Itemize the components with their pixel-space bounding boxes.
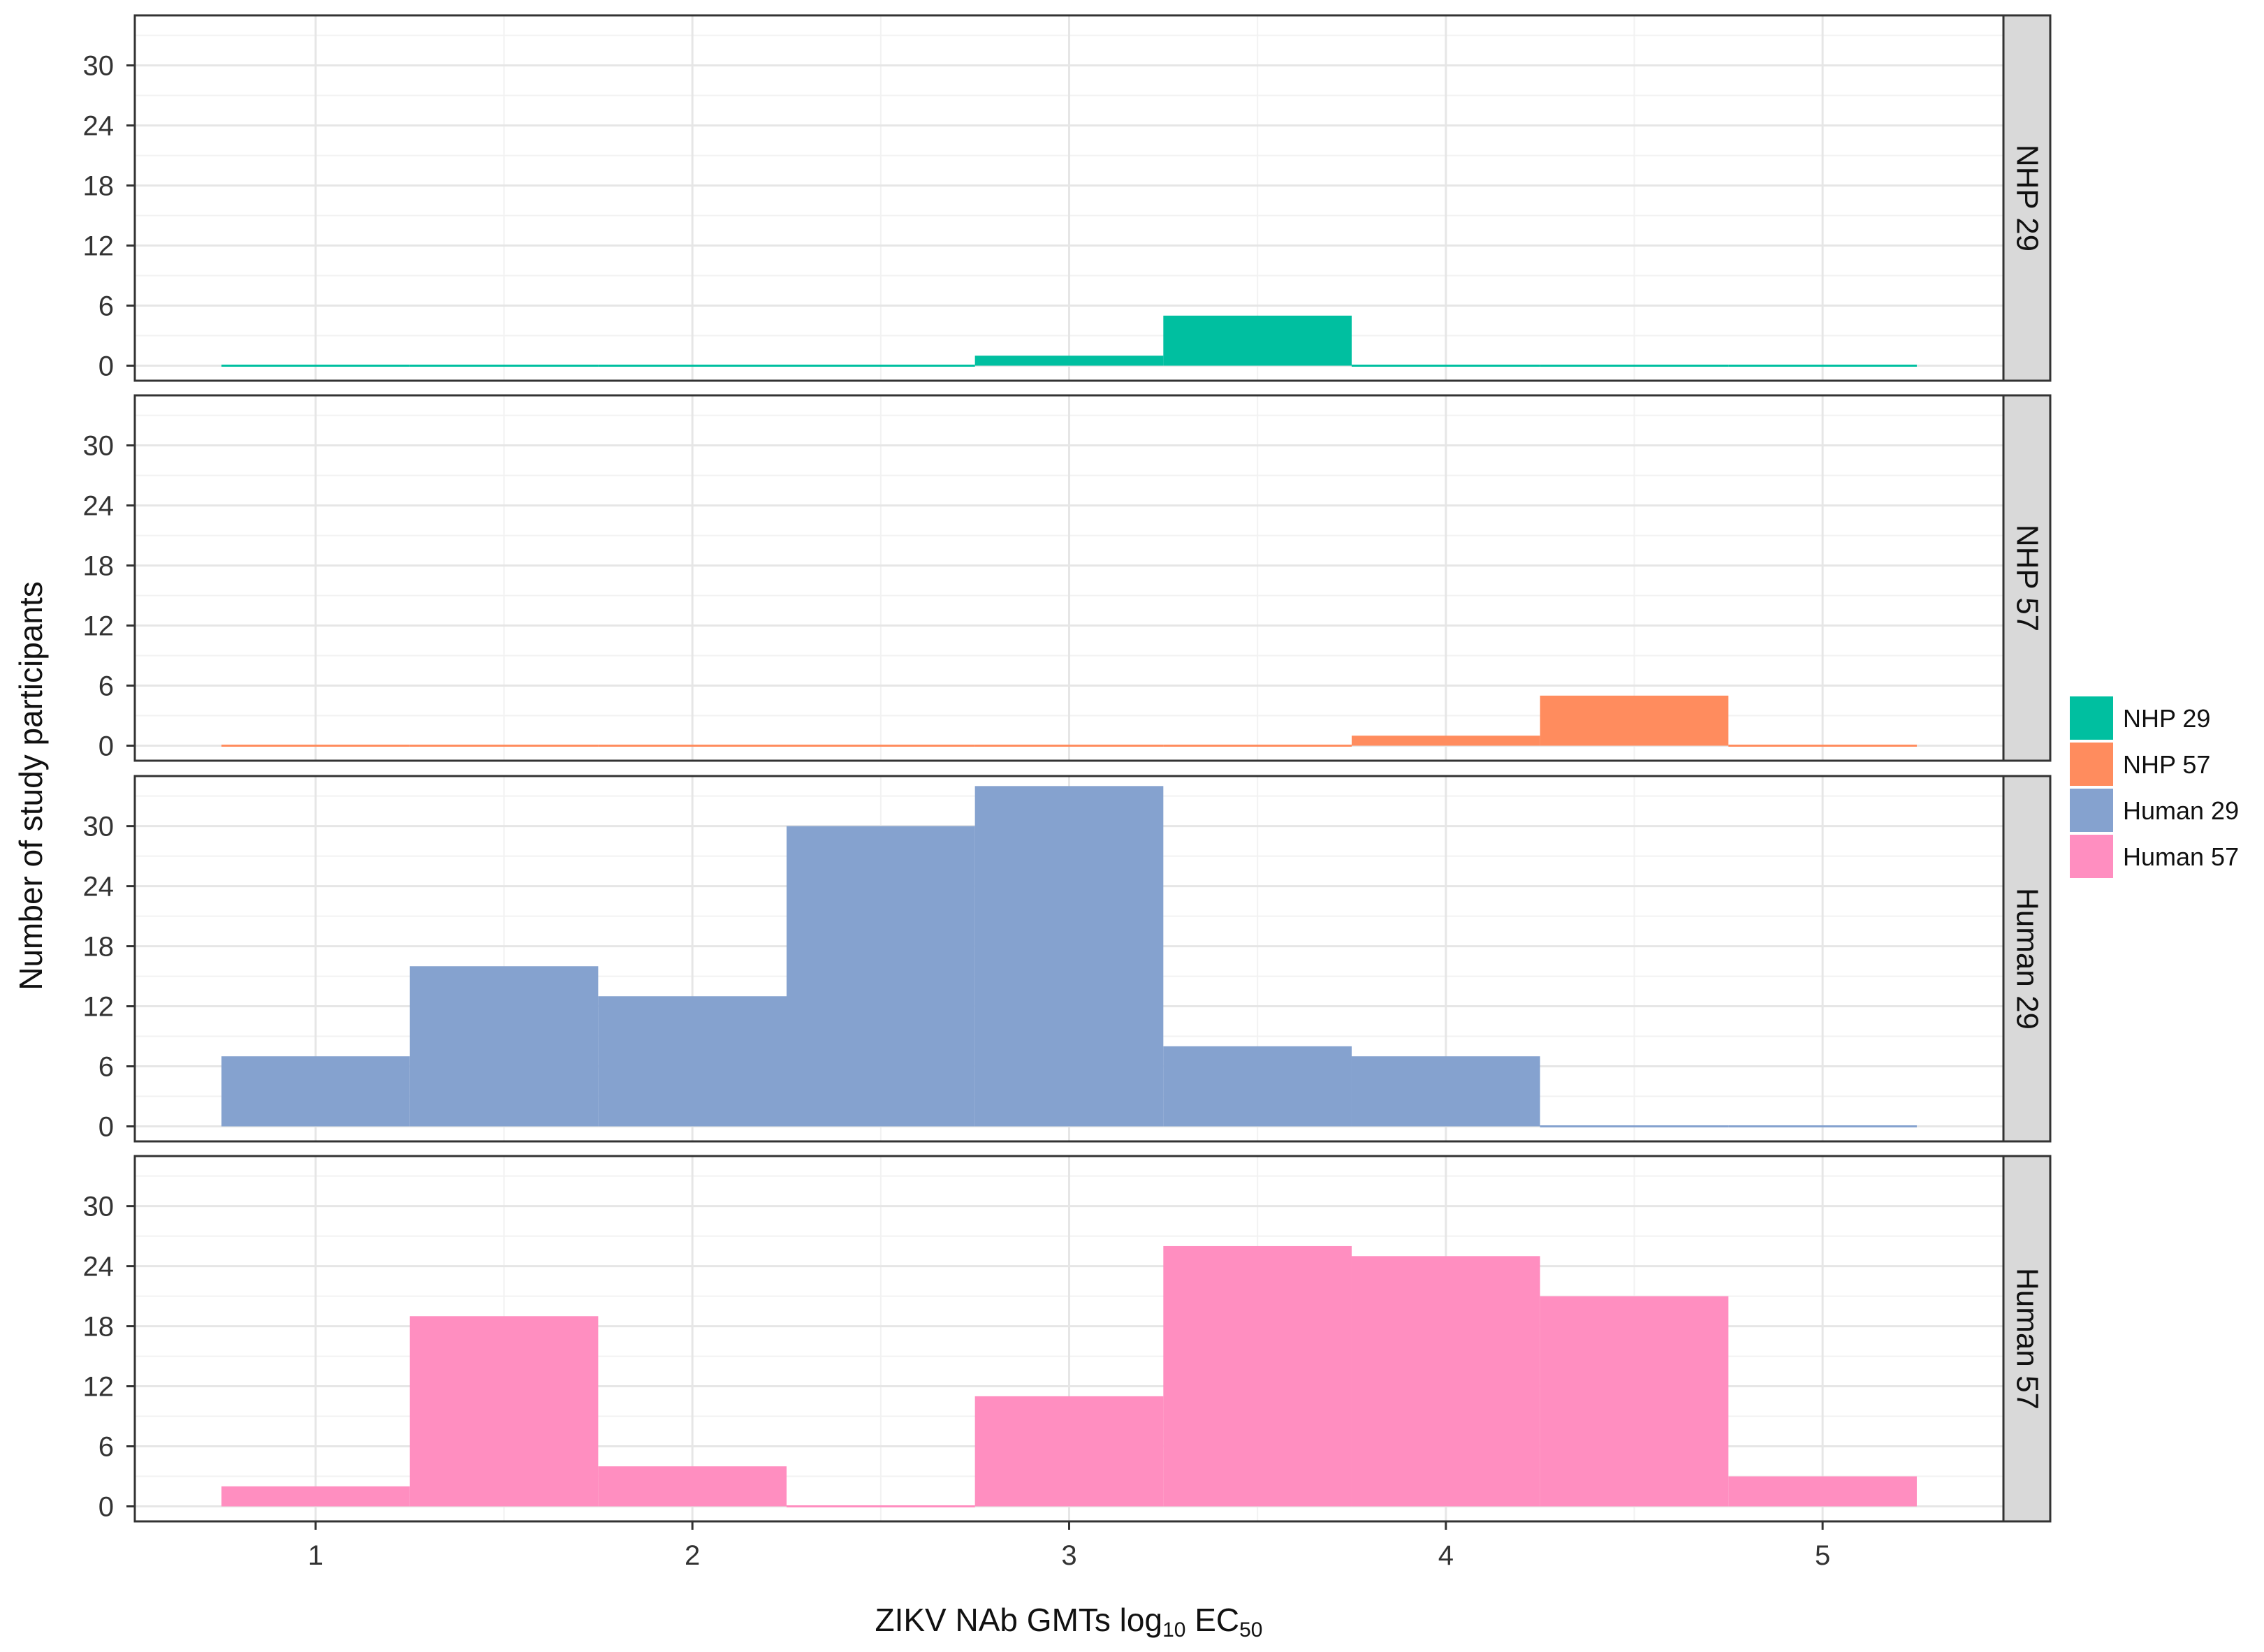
y-tick-label: 24 [83, 872, 115, 902]
facet-strip [2002, 775, 2052, 1143]
y-tick-label: 12 [83, 992, 115, 1023]
legend-label: NHP 29 [2123, 704, 2210, 733]
y-tick-label: 6 [98, 1052, 114, 1083]
facet-strip [2002, 1155, 2052, 1523]
legend-item: NHP 57 [2070, 743, 2210, 786]
histogram-bar [1351, 1256, 1540, 1507]
histogram-bar [598, 1466, 787, 1507]
y-tick-label: 24 [83, 1252, 115, 1282]
facet-strip [2002, 394, 2052, 762]
y-tick-label: 6 [98, 1432, 114, 1463]
y-tick-label: 30 [83, 812, 115, 842]
y-tick-label: 30 [83, 51, 115, 82]
x-axis-title-tail: EC [1185, 1602, 1239, 1638]
x-axis-title-subscript: 10 [1162, 1618, 1185, 1642]
facet-strip [2002, 14, 2052, 382]
histogram-bar [221, 1486, 410, 1507]
histogram-bar [1163, 1046, 1352, 1127]
y-tick-label: 0 [98, 1112, 114, 1143]
legend-key [2070, 789, 2113, 832]
facet-strip-label: Human 29 [2010, 888, 2045, 1030]
x-tick-label: 5 [1815, 1540, 1830, 1571]
legend-key [2070, 743, 2113, 786]
panel-nhp-57: 0 6 12 18 24 30 NHP 57 [83, 394, 2052, 762]
y-tick-label: 30 [83, 431, 115, 462]
y-tick-label: 6 [98, 291, 114, 322]
y-tick-label: 18 [83, 932, 115, 963]
y-tick-label: 12 [83, 231, 115, 262]
histogram-bar [1540, 1296, 1729, 1507]
histogram-bar [598, 996, 787, 1127]
y-tick-label: 24 [83, 491, 115, 522]
facet-strip-label: NHP 29 [2010, 145, 2045, 251]
histogram-bar [1351, 736, 1540, 746]
facet-strip-label: NHP 57 [2010, 525, 2045, 631]
x-axis-title: ZIKV NAb GMTs log10 EC50 [875, 1602, 1263, 1642]
y-tick-label: 0 [98, 1492, 114, 1523]
legend-key [2070, 835, 2113, 878]
histogram-bar [1540, 695, 1729, 746]
y-tick-label: 18 [83, 171, 115, 202]
y-axis-title: Number of study participants [13, 581, 49, 991]
histogram-bar [1163, 315, 1352, 366]
x-axis-title-main: ZIKV NAb GMTs log [875, 1602, 1163, 1638]
x-axis-title-tail-subscript: 50 [1239, 1618, 1262, 1642]
y-tick-label: 6 [98, 671, 114, 702]
legend-label: NHP 57 [2123, 750, 2210, 779]
histogram-bar [1163, 1245, 1352, 1507]
legend-item: NHP 29 [2070, 696, 2210, 740]
histogram-bar [974, 1396, 1164, 1507]
histogram-bar [221, 1056, 410, 1127]
x-tick-label: 3 [1061, 1540, 1076, 1571]
x-tick-label: 1 [308, 1540, 323, 1571]
legend-key [2070, 696, 2113, 740]
x-tick-label: 2 [685, 1540, 700, 1571]
histogram-bar [974, 356, 1164, 366]
x-tick-label: 4 [1438, 1540, 1454, 1571]
y-tick-label: 24 [83, 111, 115, 142]
y-tick-label: 18 [83, 551, 115, 582]
facet-strip-label: Human 57 [2010, 1268, 2045, 1410]
panel-human-29: 0 6 12 18 24 30 Human 29 [83, 775, 2052, 1143]
y-tick-label: 0 [98, 731, 114, 762]
y-tick-label: 0 [98, 351, 114, 382]
histogram-bar [409, 1316, 599, 1507]
legend-label: Human 57 [2123, 842, 2239, 871]
histogram-bar [1351, 1056, 1540, 1127]
histogram-bar [1728, 1476, 1917, 1507]
legend: NHP 29 NHP 57 Human 29 Human 57 [2070, 696, 2239, 878]
y-tick-label: 30 [83, 1192, 115, 1222]
histogram-bar [787, 826, 975, 1127]
panel-nhp-29: 0 6 12 18 24 30 NHP 29 [83, 14, 2052, 382]
legend-item: Human 29 [2070, 789, 2239, 832]
y-tick-label: 12 [83, 611, 115, 642]
legend-label: Human 29 [2123, 796, 2239, 825]
histogram-bar [409, 966, 599, 1127]
legend-item: Human 57 [2070, 835, 2239, 878]
y-tick-label: 12 [83, 1372, 115, 1403]
histogram-bar [974, 786, 1164, 1127]
y-tick-label: 18 [83, 1312, 115, 1343]
